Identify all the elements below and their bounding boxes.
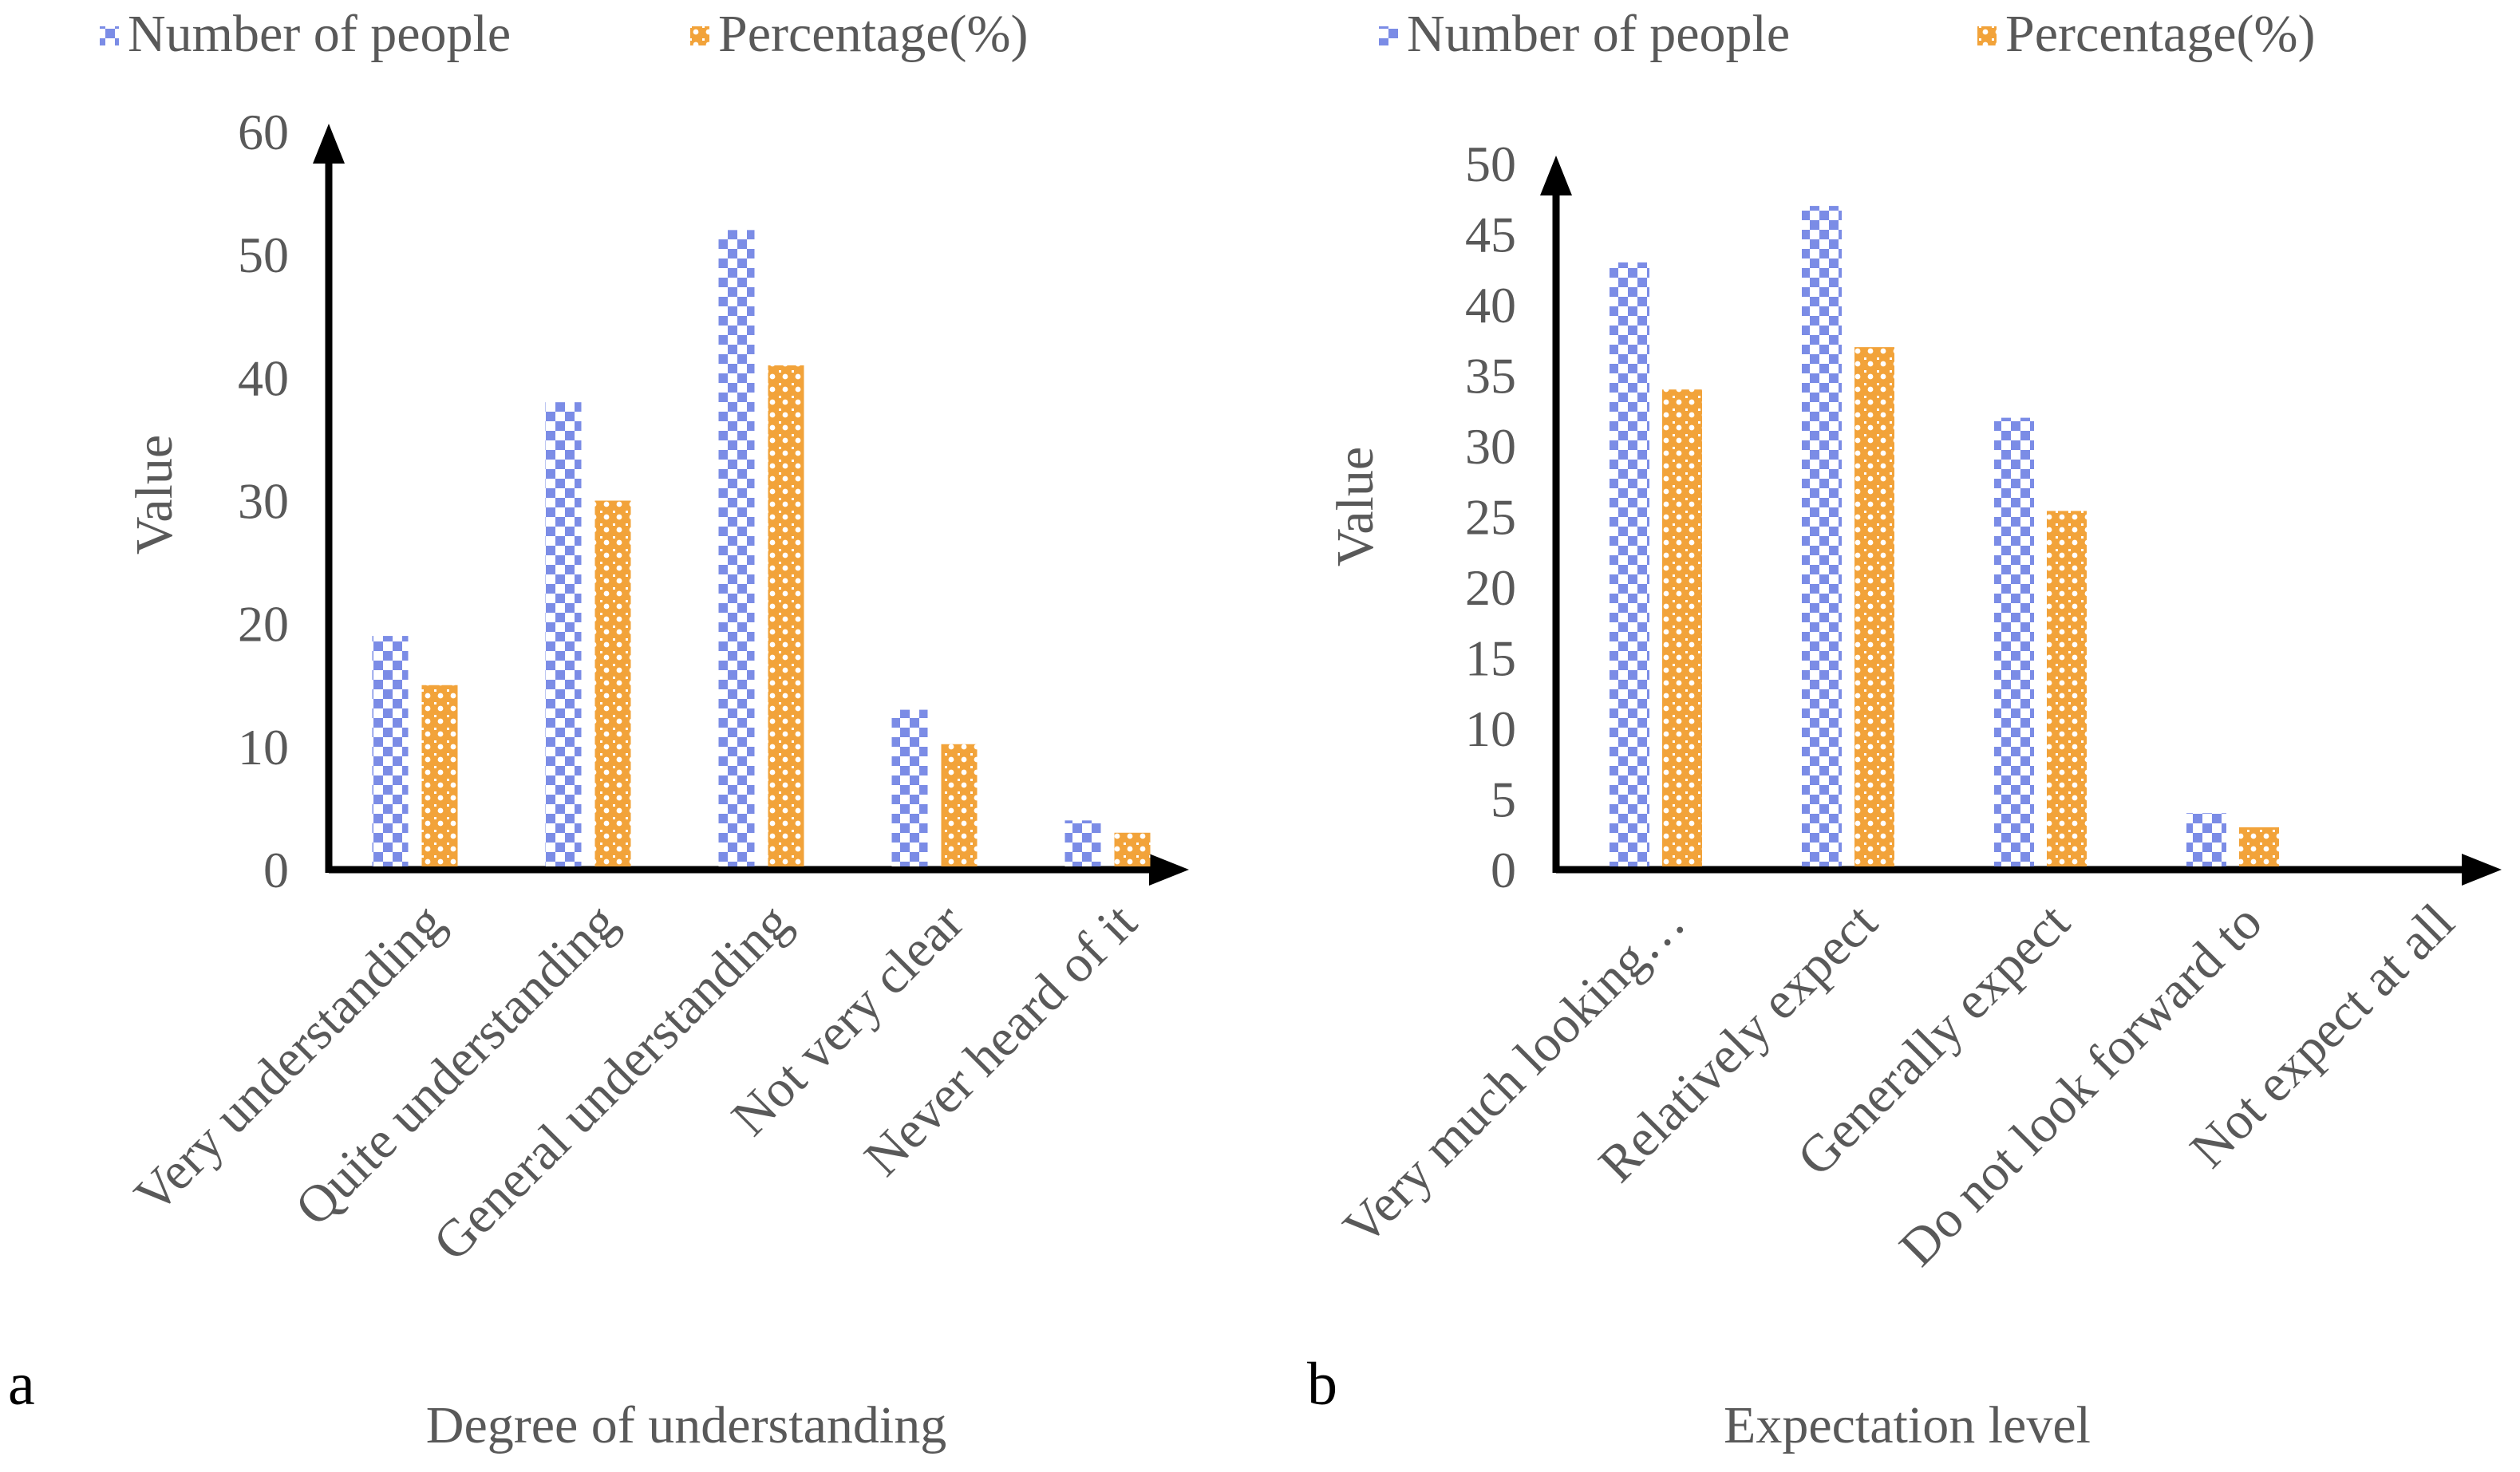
bar-people-b bbox=[1802, 206, 1842, 867]
y-tick-label-b: 10 bbox=[1465, 700, 1516, 757]
y-tick-label-a: 20 bbox=[238, 596, 289, 653]
legend-a: Number of people Percentage(%) bbox=[100, 5, 1028, 63]
bar-people-a bbox=[1064, 820, 1101, 866]
y-tick-label-b: 5 bbox=[1491, 772, 1516, 828]
legend-b-people-swatch bbox=[1379, 26, 1398, 45]
y-tick-label-b: 15 bbox=[1465, 630, 1516, 687]
x-tick-label-a: Very understanding bbox=[124, 893, 456, 1225]
y-tick-label-a: 60 bbox=[238, 104, 289, 160]
chart-panel-a: Number of people Percentage(%) 0 10 20 30 40… bbox=[8, 5, 1189, 1454]
bar-percent-b bbox=[2047, 511, 2087, 866]
bar-people-a bbox=[891, 709, 928, 866]
y-tick-label-a: 0 bbox=[263, 842, 289, 898]
bar-percent-a bbox=[421, 685, 458, 866]
y-tick-label-b: 20 bbox=[1465, 559, 1516, 616]
legend-b-people-label: Number of people bbox=[1407, 5, 1790, 63]
bar-percent-b bbox=[1662, 389, 1702, 866]
legend-b: Number of people Percentage(%) bbox=[1379, 5, 2315, 63]
chart-panel-b: Number of people Percentage(%) 0 5 10 15 20 2… bbox=[1307, 5, 2502, 1454]
legend-a-percent-swatch bbox=[690, 26, 709, 45]
bar-percent-a bbox=[594, 500, 631, 866]
legend-b-percent-label: Percentage(%) bbox=[2005, 5, 2315, 63]
bar-percent-b bbox=[2239, 827, 2279, 866]
legend-a-people-swatch bbox=[100, 26, 119, 45]
x-tick-label-b: Do not look forward to bbox=[1889, 893, 2273, 1277]
y-tick-label-b: 50 bbox=[1465, 136, 1516, 192]
x-tick-label-a: Quite understanding bbox=[284, 893, 628, 1237]
bar-percent-b bbox=[1854, 347, 1894, 867]
y-tick-label-b: 45 bbox=[1465, 207, 1516, 263]
legend-b-percent-swatch bbox=[1977, 26, 1997, 45]
y-tick-label-b: 0 bbox=[1491, 842, 1516, 898]
x-axis-label-b: Expectation level bbox=[1724, 1396, 2091, 1454]
x-axis-arrow-a bbox=[1149, 854, 1189, 886]
y-tick-label-b: 40 bbox=[1465, 277, 1516, 333]
y-axis-arrow-b bbox=[1540, 156, 1572, 195]
panel-letter-b: b bbox=[1307, 1351, 1337, 1418]
legend-a-people-label: Number of people bbox=[128, 5, 511, 63]
y-tick-label-a: 50 bbox=[238, 227, 289, 283]
x-tick-label-b: Very much looking… bbox=[1333, 893, 1696, 1257]
bar-percent-a bbox=[941, 744, 978, 866]
legend-a-percent-label: Percentage(%) bbox=[718, 5, 1028, 63]
y-axis-arrow-a bbox=[313, 124, 345, 164]
y-tick-label-b: 30 bbox=[1465, 418, 1516, 475]
bar-people-a bbox=[372, 636, 409, 866]
x-axis-label-a: Degree of understanding bbox=[426, 1396, 946, 1454]
bar-people-b bbox=[1610, 262, 1649, 866]
bar-people-b bbox=[1994, 417, 2034, 866]
y-axis-label-a: Value bbox=[125, 435, 184, 554]
x-axis-arrow-b bbox=[2462, 854, 2502, 886]
panel-letter-a: a bbox=[8, 1351, 35, 1418]
y-axis-label-b: Value bbox=[1326, 447, 1384, 566]
bar-percent-a bbox=[1114, 832, 1151, 866]
bar-people-a bbox=[545, 402, 582, 867]
y-tick-label-a: 10 bbox=[238, 719, 289, 775]
y-tick-label-a: 40 bbox=[238, 349, 289, 406]
y-tick-label-b: 35 bbox=[1465, 348, 1516, 405]
bar-people-a bbox=[718, 230, 755, 866]
bar-people-b bbox=[2186, 813, 2226, 866]
y-tick-label-a: 30 bbox=[238, 473, 289, 530]
bar-percent-a bbox=[768, 365, 804, 867]
y-tick-label-b: 25 bbox=[1465, 489, 1516, 546]
